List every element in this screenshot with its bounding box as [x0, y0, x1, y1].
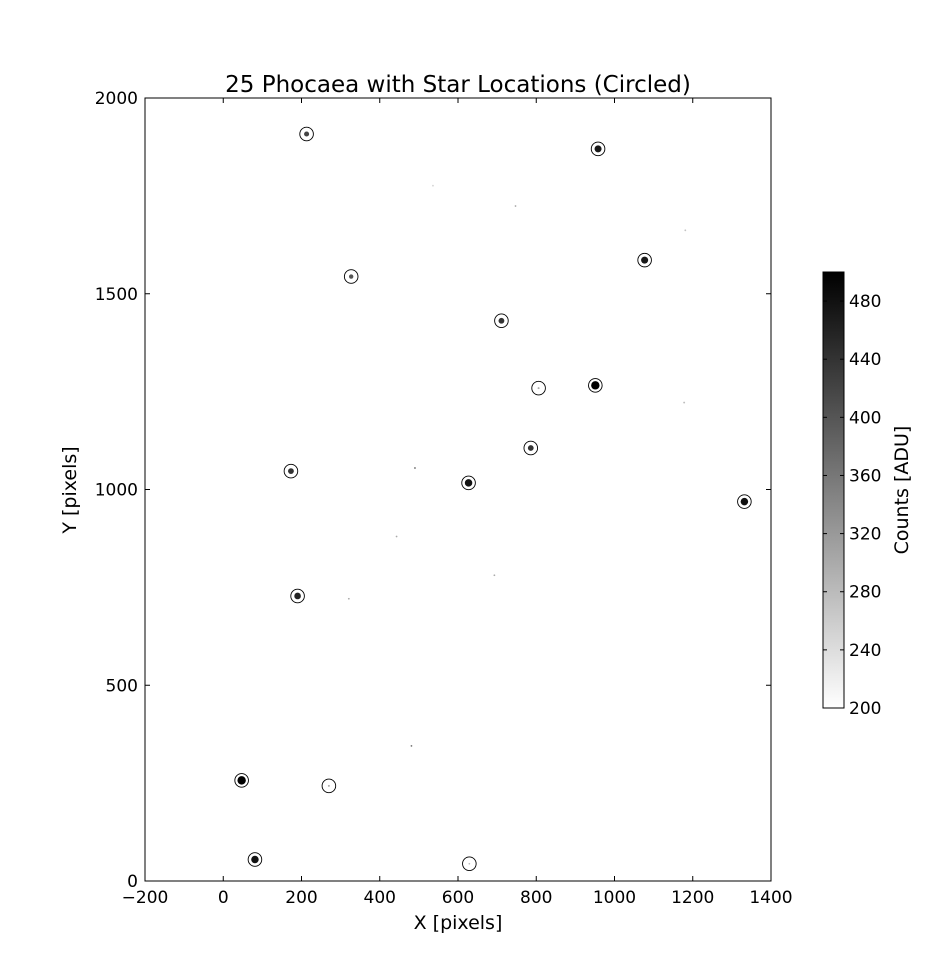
faint-source — [493, 574, 496, 577]
star-circle — [283, 463, 299, 479]
star-circle — [290, 588, 305, 604]
star-point — [537, 387, 540, 390]
star-point — [348, 274, 354, 279]
star-point — [468, 862, 471, 865]
faint-source — [414, 467, 416, 469]
faint-source — [347, 597, 350, 600]
colorbar-tick-label: 200 — [849, 699, 881, 719]
x-tick-label: 1000 — [593, 888, 636, 908]
faint-source — [683, 401, 686, 404]
star-point — [641, 256, 649, 264]
y-axis-label: Y [pixels] — [59, 446, 81, 534]
y-tick-label: 2000 — [95, 89, 138, 109]
star-point — [294, 592, 301, 600]
x-tick-label: 200 — [285, 888, 317, 908]
faint-source — [410, 745, 413, 747]
colorbar-tick-label: 240 — [849, 641, 881, 661]
y-tick-label: 1500 — [95, 285, 138, 305]
star-circle — [462, 856, 477, 872]
plot-frame — [144, 97, 772, 882]
stars-layer — [234, 126, 752, 872]
x-tick-label: −200 — [122, 888, 169, 908]
star-point — [594, 145, 602, 153]
colorbar-tick-label: 480 — [849, 292, 881, 312]
star-circle — [494, 313, 509, 329]
faint-source — [514, 205, 517, 207]
star-point — [251, 855, 259, 864]
colorbar-tick-label: 400 — [849, 408, 881, 428]
star-circle — [343, 269, 359, 284]
star-circle — [461, 475, 476, 491]
faint-source — [395, 535, 398, 538]
x-axis-label: X [pixels] — [414, 912, 503, 934]
colorbar-label: Counts [ADU] — [891, 426, 913, 555]
x-tick-label: 1400 — [749, 888, 792, 908]
y-axis: 0 500 1000 1500 2000 — [95, 89, 771, 892]
star-circle — [523, 440, 539, 456]
star-point — [591, 381, 600, 390]
star-circle — [299, 126, 314, 142]
star-point — [304, 131, 310, 137]
star-point — [464, 479, 473, 487]
y-tick-label: 0 — [127, 872, 138, 892]
chart-title: 25 Phocaea with Star Locations (Circled) — [225, 72, 691, 98]
faint-source — [432, 184, 434, 187]
star-circle — [234, 773, 249, 788]
star-point — [498, 317, 505, 324]
star-circle — [247, 852, 263, 867]
x-tick-label: 1200 — [671, 888, 714, 908]
star-circle — [531, 380, 546, 396]
star-point — [237, 776, 246, 785]
star-point — [740, 497, 749, 506]
star-circle — [588, 378, 603, 393]
star-circle — [737, 494, 752, 509]
x-tick-label: 600 — [442, 888, 474, 908]
star-circle — [590, 141, 606, 157]
colorbar-tick-label: 440 — [849, 350, 881, 370]
x-tick-label: 800 — [520, 888, 552, 908]
star-point — [288, 468, 294, 475]
y-tick-label: 500 — [106, 676, 138, 696]
faint-source — [684, 229, 687, 232]
x-axis: −200 0 200 400 600 800 1000 1200 1400 — [122, 98, 793, 908]
x-tick-label: 400 — [364, 888, 396, 908]
colorbar-tick-label: 360 — [849, 466, 881, 486]
star-point — [327, 784, 330, 787]
star-circle — [321, 778, 337, 794]
x-tick-label: 0 — [218, 888, 229, 908]
y-tick-label: 1000 — [95, 481, 138, 501]
colorbar — [822, 271, 845, 709]
colorbar-ticks: 200 240 280 320 360 400 440 480 — [823, 292, 881, 719]
colorbar-tick-label: 320 — [849, 525, 881, 545]
star-circle — [637, 252, 652, 268]
star-point — [527, 445, 534, 451]
colorbar-tick-label: 280 — [849, 583, 881, 603]
